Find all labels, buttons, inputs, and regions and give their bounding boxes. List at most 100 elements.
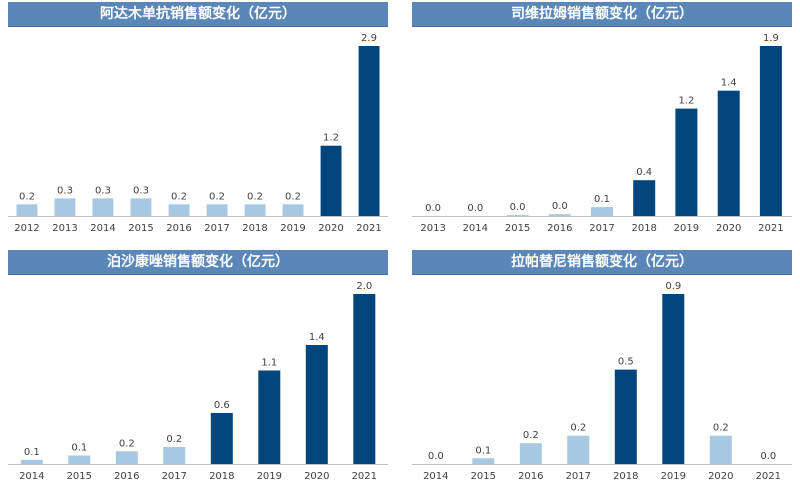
x-tick-label: 2018: [613, 471, 638, 482]
bar: [709, 435, 732, 464]
data-label: 2.0: [356, 281, 372, 292]
bar: [506, 215, 529, 216]
x-tick-label: 2021: [356, 223, 381, 234]
bar: [258, 370, 281, 464]
data-label: 0.1: [24, 447, 40, 458]
data-label: 0.6: [214, 400, 230, 411]
bar: [675, 108, 698, 216]
data-label: 1.2: [678, 96, 694, 107]
chart-panel-posaconazole: 泊沙康唑销售额变化（亿元） 0.1 2014 0.1 2015 0.2 2016 0.2 20…: [8, 250, 388, 490]
x-tick-label: 2015: [471, 471, 496, 482]
bar: [519, 443, 542, 464]
x-tick-label: 2020: [708, 471, 733, 482]
data-label: 2.9: [361, 33, 377, 44]
x-tick-label: 2014: [423, 471, 448, 482]
x-tick-label: 2021: [758, 223, 783, 234]
data-label: 0.0: [428, 451, 444, 462]
chart-title: 泊沙康唑销售额变化（亿元）: [8, 250, 388, 275]
data-label: 0.5: [618, 357, 634, 368]
bar: [320, 145, 342, 216]
bar-chart: 0.0 2014 0.1 2015 0.2 2016 0.2 2017 0.5 2018 0.9 20…: [412, 281, 792, 482]
bar: [358, 46, 380, 216]
x-tick-label: 2018: [209, 471, 234, 482]
bar-chart: 0.2 2012 0.3 2013 0.3 2014 0.3 2015 0.2 2016 0.2 20…: [8, 33, 388, 234]
data-label: 0.2: [119, 438, 135, 449]
data-label: 0.2: [285, 191, 301, 202]
bar: [16, 204, 38, 216]
x-tick-label: 2020: [318, 223, 343, 234]
x-tick-label: 2017: [162, 471, 187, 482]
bar: [717, 90, 740, 216]
x-tick-label: 2017: [566, 471, 591, 482]
chart-title: 司维拉姆销售额变化（亿元）: [412, 2, 792, 27]
bar: [20, 459, 43, 465]
data-label: 0.3: [133, 185, 149, 196]
x-tick-label: 2018: [242, 223, 267, 234]
chart-title: 拉帕替尼销售额变化（亿元）: [412, 250, 792, 275]
bar: [163, 447, 186, 464]
chart-panel-sevelamer: 司维拉姆销售额变化（亿元） 0.0 2013 0.0 2014 0.0 2015 0.0 20…: [412, 2, 792, 242]
data-label: 0.1: [475, 445, 491, 456]
data-label: 0.0: [467, 203, 483, 214]
bar: [210, 413, 233, 464]
x-tick-label: 2015: [128, 223, 153, 234]
data-label: 0.2: [171, 191, 187, 202]
data-label: 1.9: [763, 33, 779, 44]
x-tick-label: 2021: [756, 471, 781, 482]
x-tick-label: 2017: [589, 223, 614, 234]
data-label: 0.3: [57, 185, 73, 196]
x-tick-label: 2014: [463, 223, 488, 234]
x-tick-label: 2016: [547, 223, 572, 234]
x-tick-label: 2018: [631, 223, 656, 234]
data-label: 1.4: [309, 332, 325, 343]
x-tick-label: 2013: [420, 223, 445, 234]
bar-chart: 0.1 2014 0.1 2015 0.2 2016 0.2 2017 0.6 2018 1.1 20…: [8, 281, 388, 482]
bar: [591, 207, 613, 216]
x-tick-label: 2021: [352, 471, 377, 482]
bar: [92, 198, 114, 216]
chart-panel-lapatinib: 拉帕替尼销售额变化（亿元） 0.0 2014 0.1 2015 0.2 2016 0.2 20…: [412, 250, 792, 490]
x-tick-label: 2019: [257, 471, 282, 482]
data-label: 0.2: [166, 434, 182, 445]
bar: [567, 435, 590, 464]
x-tick-label: 2019: [661, 471, 686, 482]
bar: [633, 180, 656, 216]
x-tick-label: 2016: [518, 471, 543, 482]
chart-title: 阿达木单抗销售额变化（亿元）: [8, 2, 388, 27]
data-label: 0.2: [19, 191, 35, 202]
data-label: 1.4: [721, 78, 737, 89]
x-tick-label: 2013: [52, 223, 77, 234]
data-label: 0.0: [552, 201, 568, 212]
data-label: 0.2: [247, 191, 263, 202]
data-label: 0.0: [510, 202, 526, 213]
data-label: 0.2: [713, 423, 729, 434]
data-label: 0.0: [425, 203, 441, 214]
data-label: 0.2: [209, 191, 225, 202]
data-label: 0.1: [594, 194, 610, 205]
data-label: 1.2: [323, 133, 339, 144]
bar: [472, 458, 495, 464]
bar: [115, 451, 138, 465]
data-label: 0.2: [523, 430, 539, 441]
data-label: 0.4: [636, 167, 652, 178]
bar: [305, 345, 328, 464]
bar: [168, 204, 190, 216]
bar-chart: 0.0 2013 0.0 2014 0.0 2015 0.0 2016 0.1 2017 0.4 20…: [412, 33, 792, 234]
chart-panel-adalimumab: 阿达木单抗销售额变化（亿元） 0.2 2012 0.3 2013 0.3 2014 0.3 2…: [8, 2, 388, 242]
bar: [353, 294, 376, 464]
x-tick-label: 2014: [19, 471, 44, 482]
bar: [130, 198, 152, 216]
bar: [282, 204, 304, 216]
x-tick-label: 2020: [716, 223, 741, 234]
data-label: 0.0: [760, 451, 776, 462]
x-tick-label: 2012: [14, 223, 39, 234]
data-label: 0.9: [665, 281, 681, 292]
data-label: 0.3: [95, 185, 111, 196]
bar: [244, 204, 266, 216]
x-tick-label: 2016: [114, 471, 139, 482]
bar: [548, 214, 571, 216]
x-tick-label: 2020: [304, 471, 329, 482]
x-tick-label: 2017: [204, 223, 229, 234]
x-tick-label: 2014: [90, 223, 115, 234]
bar: [54, 198, 76, 216]
